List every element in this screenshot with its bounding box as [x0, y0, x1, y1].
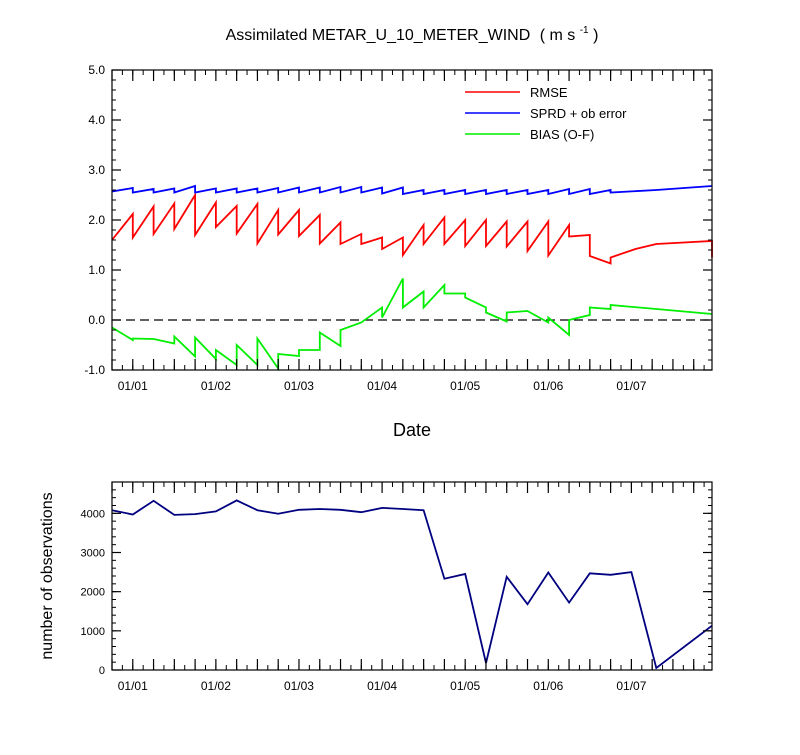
- chart-title-units-close: ): [593, 27, 598, 44]
- chart-title: Assimilated METAR_U_10_METER_WIND ( m s …: [226, 20, 599, 44]
- y-tick-label: 3000: [81, 548, 105, 560]
- y-tick-label: 5.0: [88, 63, 105, 77]
- x-tick-label: 01/05: [450, 379, 480, 393]
- top-x-axis-label: Date: [393, 420, 431, 440]
- x-tick-label: 01/07: [616, 679, 646, 693]
- x-tick-label: 01/01: [118, 679, 148, 693]
- x-tick-label: 01/07: [616, 379, 646, 393]
- y-tick-label: 4000: [81, 508, 105, 520]
- y-tick-label: 1.0: [88, 263, 105, 277]
- series-line-observations: [111, 499, 713, 670]
- x-tick-label: 01/03: [284, 379, 314, 393]
- chart-title-main: Assimilated METAR_U_10_METER_WIND: [226, 27, 531, 44]
- legend: RMSE SPRD + ob error BIAS (O-F): [465, 85, 627, 142]
- legend-rmse-label: RMSE: [530, 85, 568, 100]
- x-tick-label: 01/06: [533, 679, 563, 693]
- x-tick-label: 01/05: [450, 679, 480, 693]
- y-tick-label: 2000: [81, 587, 105, 599]
- series-line-sprd-ob-error: [111, 184, 713, 196]
- y-tick-label: -1.0: [84, 363, 105, 377]
- chart-title-units: ( m s: [540, 27, 576, 44]
- x-tick-label: 01/06: [533, 379, 563, 393]
- bottom-plot: 0 1000 2000 3000 4000 01/01 01/02 01/03 01/04 01/…: [81, 481, 713, 693]
- legend-sprd-label: SPRD + ob error: [530, 106, 627, 121]
- bottom-y-axis-label: number of observations: [39, 492, 56, 659]
- x-tick-label: 01/04: [367, 379, 397, 393]
- y-tick-label: 0.0: [88, 313, 105, 327]
- series-line-bias-o-f: [111, 278, 713, 372]
- y-tick-label: 2.0: [88, 213, 105, 227]
- x-tick-label: 01/04: [367, 679, 397, 693]
- chart-title-units-sup: -1: [580, 25, 589, 36]
- x-tick-label: 01/03: [284, 679, 314, 693]
- top-plot: -1.0 0.0 1.0 2.0 3.0 4.0 5.0 01/01 01/02 01/03 01/…: [84, 63, 713, 393]
- y-tick-label: 4.0: [88, 113, 105, 127]
- y-tick-label: 3.0: [88, 163, 105, 177]
- y-tick-label: 1000: [81, 626, 105, 638]
- legend-bias-label: BIAS (O-F): [530, 127, 594, 142]
- series-line-rmse: [111, 191, 713, 265]
- x-tick-label: 01/02: [201, 379, 231, 393]
- y-tick-label: 0: [99, 665, 105, 677]
- x-tick-label: 01/02: [201, 679, 231, 693]
- x-tick-label: 01/01: [118, 379, 148, 393]
